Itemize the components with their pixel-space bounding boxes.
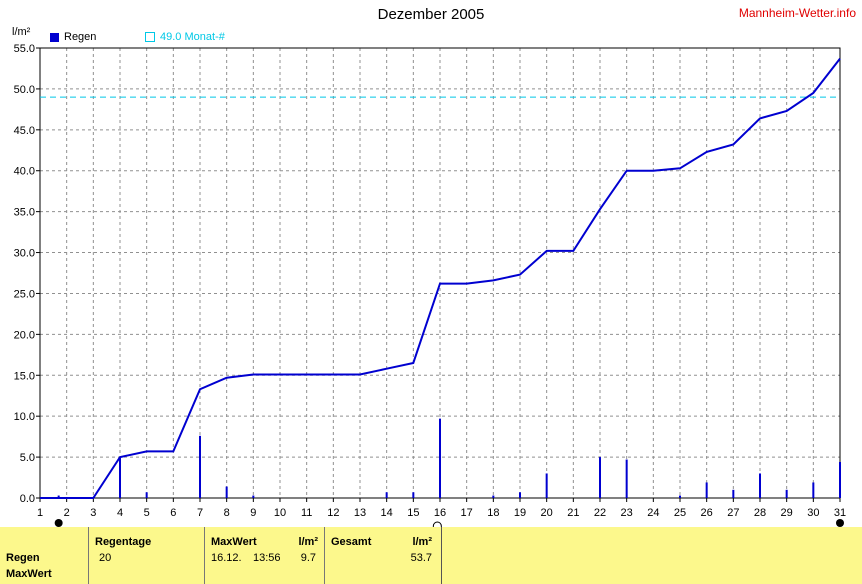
rain-bar (785, 489, 788, 498)
x-tick-label: 11 (301, 507, 312, 519)
x-tick-label: 24 (647, 507, 659, 519)
rain-bar (625, 459, 628, 498)
x-tick-label: 29 (781, 507, 793, 519)
rain-bar (199, 435, 201, 498)
x-tick-label: 1 (37, 507, 43, 519)
maxwert-cell: MaxWert l/m² 16.12. 13:56 9.7 (204, 527, 324, 584)
rain-swatch-icon (50, 32, 59, 42)
x-tick-label: 10 (274, 507, 286, 519)
x-tick-label: 12 (327, 507, 339, 519)
row-label-regen: Regen (6, 552, 40, 564)
x-tick-label: 28 (754, 507, 766, 519)
y-axis-unit: l/m² (12, 26, 31, 38)
x-tick-label: 31 (834, 507, 846, 519)
rain-bar (732, 489, 735, 498)
rain-bar (839, 462, 841, 498)
x-tick-label: 17 (461, 507, 473, 519)
y-tick-label: 15.0 (14, 370, 35, 382)
y-tick-label: 25.0 (14, 288, 35, 300)
regentage-value: 20 (99, 552, 112, 564)
x-tick-label: 22 (594, 507, 606, 519)
legend-average: 49.0 Monat-# (145, 31, 225, 43)
maxwert-unit: l/m² (298, 536, 318, 548)
y-tick-label: 55.0 (14, 43, 35, 55)
full-moon-icon (54, 519, 63, 527)
y-tick-label: 20.0 (14, 329, 35, 341)
rain-bar (119, 457, 121, 498)
rain-bar (57, 495, 60, 498)
legend-average-label: 49.0 Monat-# (160, 31, 225, 43)
rain-bar (225, 486, 228, 498)
x-tick-label: 6 (170, 507, 176, 519)
x-tick-label: 4 (117, 507, 123, 519)
maxwert-date: 16.12. (211, 552, 242, 564)
gesamt-cell: Gesamt l/m² 53.7 (324, 527, 440, 584)
regentage-header: Regentage (95, 536, 152, 548)
summary-table: Regen MaxWert Regentage 20 MaxWert l/m² … (0, 527, 442, 584)
y-tick-label: 30.0 (14, 248, 35, 260)
x-tick-label: 2 (64, 507, 70, 519)
x-tick-label: 20 (541, 507, 553, 519)
x-tick-label: 15 (407, 507, 419, 519)
x-tick-label: 14 (381, 507, 393, 519)
rain-bar (545, 473, 548, 498)
rain-bar (412, 492, 415, 498)
gesamt-header: Gesamt (331, 536, 372, 548)
gesamt-value: 53.7 (410, 552, 432, 564)
brand-link[interactable]: Mannheim-Wetter.info (738, 6, 856, 20)
x-tick-label: 27 (727, 507, 739, 519)
x-tick-label: 26 (701, 507, 713, 519)
chart-title: Dezember 2005 (377, 6, 485, 23)
x-tick-label: 8 (224, 507, 230, 519)
full-moon-icon (836, 519, 844, 527)
x-tick-label: 25 (674, 507, 686, 519)
y-tick-label: 40.0 (14, 166, 35, 178)
x-tick-label: 5 (144, 507, 150, 519)
x-tick-label: 9 (250, 507, 256, 519)
rain-bar (492, 495, 495, 498)
rain-bar (759, 473, 761, 498)
x-tick-label: 30 (807, 507, 819, 519)
y-tick-label: 35.0 (14, 207, 35, 219)
y-tick-label: 50.0 (14, 84, 35, 96)
rain-bar (439, 418, 441, 498)
legend-rain: Regen (50, 31, 96, 43)
average-swatch-icon (145, 32, 155, 42)
x-tick-label: 3 (90, 507, 96, 519)
rain-bar (385, 492, 388, 498)
maxwert-time: 13:56 (253, 552, 281, 564)
rain-bar (252, 495, 255, 498)
rain-bar (599, 457, 601, 498)
x-tick-label: 19 (514, 507, 526, 519)
y-tick-label: 0.0 (20, 493, 35, 505)
gesamt-unit: l/m² (412, 536, 432, 548)
x-tick-label: 7 (197, 507, 203, 519)
rain-bar (812, 482, 815, 498)
rain-chart: 0.0 5.0 10.0 15.0 20.0 25.0 30.0 35.0 40.0 45.0 50… (14, 43, 846, 527)
x-tick-label: 16 (434, 507, 446, 519)
regentage-cell: Regentage 20 (88, 527, 204, 584)
x-tick-label: 18 (487, 507, 499, 519)
row-labels: Regen MaxWert (0, 527, 88, 584)
summary-footer: Regen MaxWert Regentage 20 MaxWert l/m² … (0, 527, 862, 584)
rain-bar (679, 495, 681, 498)
row-label-maxwert: MaxWert (6, 568, 52, 580)
rain-bar (145, 492, 148, 498)
rain-bar (519, 492, 521, 498)
y-tick-label: 45.0 (14, 125, 35, 137)
cumulative-line (40, 57, 841, 499)
new-moon-icon (432, 521, 442, 527)
maxwert-value: 9.7 (300, 552, 316, 564)
y-tick-label: 5.0 (20, 452, 35, 464)
x-tick-label: 21 (567, 507, 579, 519)
y-tick-label: 10.0 (14, 411, 35, 423)
rain-bar (705, 482, 708, 498)
x-tick-label: 23 (621, 507, 633, 519)
maxwert-header: MaxWert (211, 536, 257, 548)
legend-rain-label: Regen (64, 31, 97, 43)
x-tick-label: 13 (354, 507, 366, 519)
